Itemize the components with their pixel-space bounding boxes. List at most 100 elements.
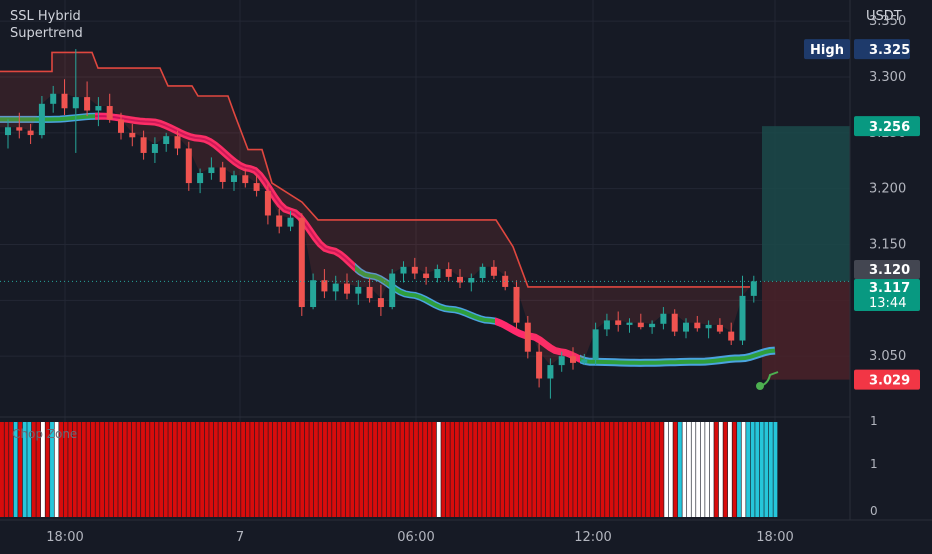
chop-bar xyxy=(632,422,637,517)
chop-bar xyxy=(195,422,200,517)
chop-bar xyxy=(13,422,18,517)
candle-body xyxy=(445,269,452,277)
chop-bar xyxy=(45,422,50,517)
candle-body xyxy=(502,275,509,287)
last-price-badge xyxy=(854,279,920,311)
candle-body xyxy=(479,266,486,278)
high-value-badge xyxy=(854,39,910,60)
chop-bar xyxy=(714,422,719,517)
candle-body xyxy=(344,283,350,294)
prev-close-badge xyxy=(854,260,920,279)
candle-body xyxy=(615,320,622,325)
chop-bar xyxy=(131,422,136,517)
chop-bar xyxy=(181,422,186,517)
chop-bar xyxy=(577,422,582,517)
chop-bar xyxy=(359,422,364,517)
candle-body xyxy=(547,365,554,379)
price-tick-label: 3.150 xyxy=(869,238,906,253)
time-tick-label: 7 xyxy=(236,530,244,545)
candle-body xyxy=(242,175,249,184)
chop-bar xyxy=(168,422,173,517)
chop-zone-label: Chop Zone xyxy=(12,427,78,441)
candle-body xyxy=(389,273,396,308)
chop-bar xyxy=(559,422,564,517)
chop-bar xyxy=(414,422,418,517)
chop-bar xyxy=(404,422,409,517)
chop-bar xyxy=(304,422,309,517)
chop-bar xyxy=(350,422,355,517)
chop-bar xyxy=(500,422,505,517)
chop-bar xyxy=(81,422,86,517)
chop-bar xyxy=(127,422,132,517)
chop-bar xyxy=(291,422,296,517)
chop-bar xyxy=(445,422,450,517)
chop-bar xyxy=(773,422,778,517)
overlay-title: SSL Hybrid xyxy=(10,9,81,24)
candle-body xyxy=(129,132,136,138)
chop-bar xyxy=(90,422,95,517)
candle-body xyxy=(95,106,102,111)
chop-bar xyxy=(436,422,441,517)
indicator-legend[interactable]: SSL Hybrid Supertrend xyxy=(10,8,83,42)
chop-tick-label: 0 xyxy=(870,504,878,518)
chop-bar xyxy=(650,422,655,517)
chop-bar xyxy=(545,422,550,517)
chop-bar xyxy=(109,422,114,517)
countdown-text: 13:44 xyxy=(869,296,906,311)
candle-body xyxy=(231,175,237,182)
chop-bar xyxy=(391,422,396,517)
chop-bar xyxy=(236,422,241,517)
chop-bar xyxy=(550,422,555,517)
chop-bar xyxy=(259,422,264,517)
chop-bar xyxy=(741,422,746,517)
chop-bar xyxy=(136,422,141,517)
chop-bar xyxy=(591,422,596,517)
chop-bar xyxy=(63,422,68,517)
candle-body xyxy=(253,183,260,191)
chop-bar xyxy=(318,422,323,517)
chop-bar xyxy=(327,422,332,517)
chop-bar xyxy=(646,422,650,517)
chop-bar xyxy=(655,422,660,517)
candle-body xyxy=(106,106,113,120)
candle-body xyxy=(208,167,215,174)
time-tick-label: 06:00 xyxy=(397,530,434,545)
chop-bar xyxy=(227,422,232,517)
chop-bar xyxy=(104,422,109,517)
candle-body xyxy=(27,130,34,136)
chop-bar xyxy=(727,422,732,517)
chop-bar xyxy=(163,422,168,517)
chop-bar xyxy=(395,422,400,517)
chop-bar xyxy=(723,422,728,517)
chop-bar xyxy=(582,422,587,517)
chop-bar xyxy=(573,422,578,517)
chop-bar xyxy=(759,422,764,517)
overlay-subtitle: Supertrend xyxy=(10,26,83,41)
chop-bar xyxy=(700,422,705,517)
chop-bar xyxy=(382,422,387,517)
price-tick-label: 3.300 xyxy=(869,70,906,85)
chop-bar xyxy=(564,422,569,517)
candle-body xyxy=(716,324,723,332)
chop-bar xyxy=(477,422,482,517)
chop-bar xyxy=(277,422,282,517)
chop-bar xyxy=(86,422,91,517)
chop-bar xyxy=(31,422,36,517)
candle-body xyxy=(434,269,441,278)
chop-bar xyxy=(172,422,177,517)
chop-bar xyxy=(154,422,159,517)
chop-bar xyxy=(122,422,127,517)
chop-bar xyxy=(600,422,605,517)
chop-bar xyxy=(505,422,509,517)
currency-label: USDT xyxy=(866,9,902,24)
candle-body xyxy=(423,273,430,278)
chop-bar xyxy=(586,422,591,517)
chop-bar xyxy=(409,422,414,517)
chop-bar xyxy=(72,422,77,517)
chop-bar xyxy=(177,422,182,517)
chop-bar xyxy=(373,422,377,517)
candle-body xyxy=(118,119,124,133)
candle-body xyxy=(660,313,667,324)
